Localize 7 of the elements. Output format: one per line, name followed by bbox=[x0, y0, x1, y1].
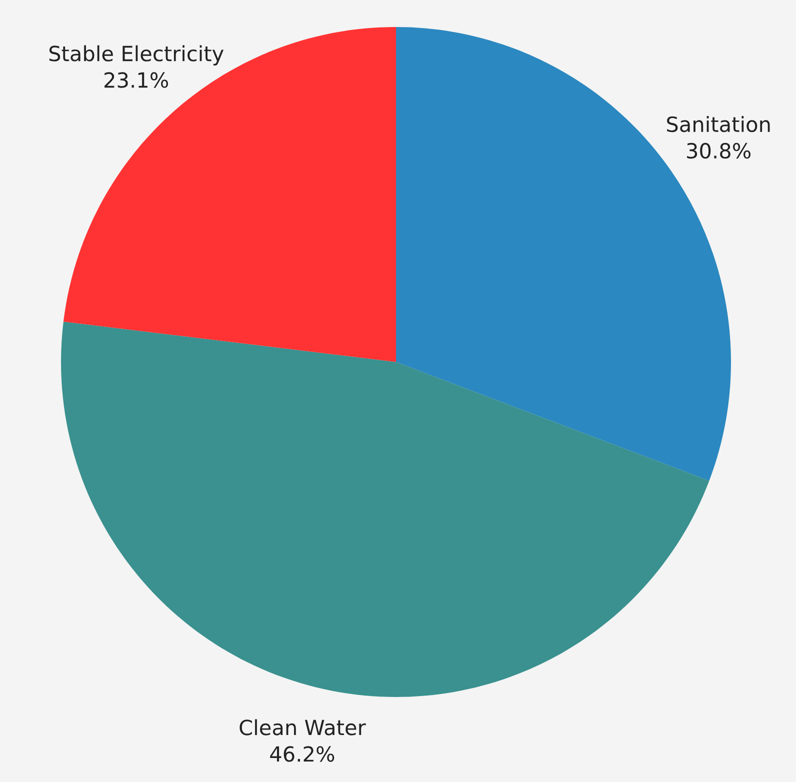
data-label: 30.8% bbox=[687, 142, 751, 159]
pie-slice bbox=[61, 322, 710, 697]
slice-label: Stable Electricity bbox=[49, 45, 224, 66]
slice-label: Sanitation bbox=[667, 116, 770, 132]
slice-label: Clean Water bbox=[240, 719, 366, 736]
data-label: 23.1% bbox=[104, 72, 168, 88]
data-label: 46.2% bbox=[270, 746, 334, 762]
